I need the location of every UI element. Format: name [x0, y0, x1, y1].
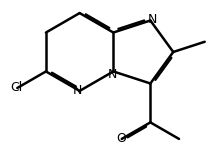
Text: N: N [107, 68, 117, 81]
Text: N: N [148, 13, 157, 26]
Text: Cl: Cl [10, 81, 23, 95]
Text: N: N [73, 84, 82, 97]
Text: O: O [116, 132, 126, 145]
